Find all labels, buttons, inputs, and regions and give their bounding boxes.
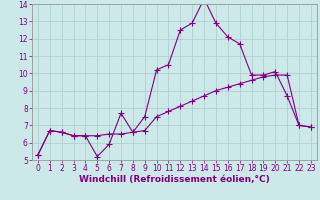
X-axis label: Windchill (Refroidissement éolien,°C): Windchill (Refroidissement éolien,°C) [79,175,270,184]
